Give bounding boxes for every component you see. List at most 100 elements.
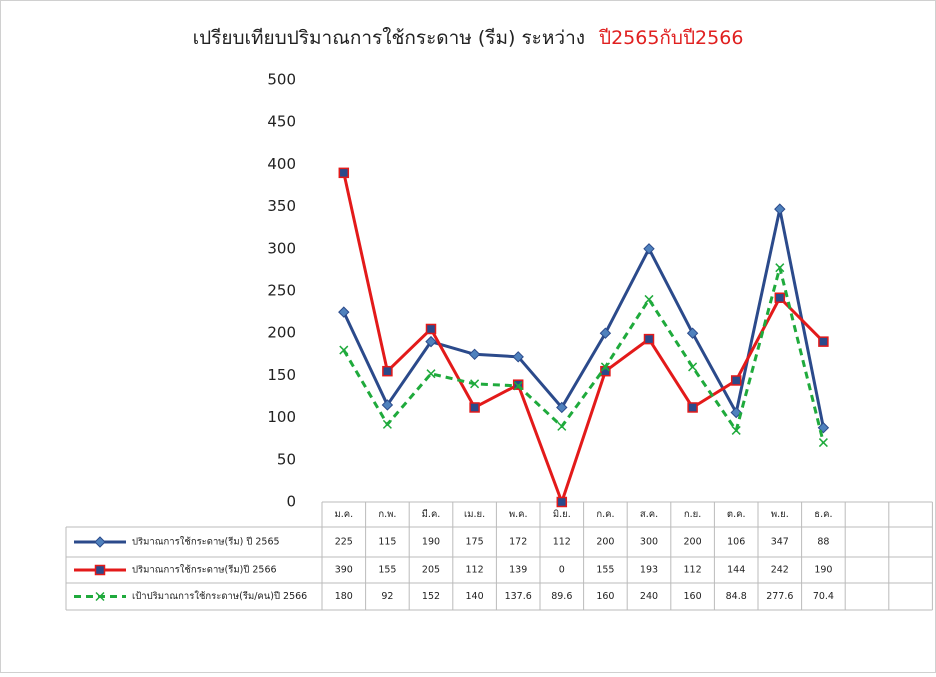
y-tick-label: 500 [267, 71, 296, 89]
point-marker [556, 496, 568, 508]
y-tick-label: 250 [267, 282, 296, 300]
legend-marker [94, 536, 106, 548]
table-value: 190 [814, 565, 832, 576]
point-marker [775, 263, 785, 273]
point-marker [469, 402, 480, 413]
table-value: 139 [509, 565, 527, 576]
table-value: 84.8 [726, 591, 747, 602]
point-marker [470, 379, 480, 389]
y-tick-label: 150 [267, 366, 296, 384]
table-value: 152 [422, 591, 440, 602]
legend-label: เป้าปริมาณการใช้กระดาษ(รีม/คน)ปี 2566 [132, 590, 307, 602]
point-marker [774, 292, 786, 304]
x-tick-label: ก.ย. [684, 509, 701, 520]
point-marker [687, 402, 698, 413]
y-tick-label: 50 [277, 450, 296, 468]
table-value: 155 [378, 565, 396, 576]
table-value: 225 [335, 537, 353, 548]
point-marker [686, 327, 699, 339]
table-value: 172 [509, 537, 527, 548]
x-tick-label: ก.พ. [378, 509, 396, 520]
table-value: 160 [684, 591, 702, 602]
table-value: 70.4 [813, 591, 834, 602]
point-marker [730, 375, 742, 386]
series-line [342, 207, 825, 429]
table-value: 190 [422, 537, 440, 548]
table-value: 160 [596, 591, 614, 602]
table-value: 89.6 [551, 591, 572, 602]
table-value: 144 [727, 565, 745, 576]
point-marker [468, 348, 481, 361]
table-value: 205 [422, 565, 440, 576]
table-value: 106 [727, 537, 745, 548]
table-value: 92 [381, 591, 393, 602]
point-marker [425, 323, 437, 335]
y-tick-label: 400 [267, 155, 296, 173]
x-tick-label: ส.ค. [640, 509, 658, 520]
table-value: 390 [335, 565, 353, 576]
series-line [342, 266, 825, 443]
title-main: เปรียบเทียบปริมาณการใช้กระดาษ (รีม) ระหว… [193, 27, 585, 49]
table-value: 112 [466, 565, 484, 576]
x-tick-label: ม.ค. [334, 509, 353, 520]
point-marker [644, 294, 654, 304]
table-value: 175 [466, 537, 484, 548]
point-marker [600, 362, 610, 372]
x-tick-label: มี.ค. [422, 508, 441, 520]
point-marker [556, 401, 568, 414]
point-marker [381, 399, 394, 411]
point-marker [818, 336, 829, 347]
point-marker [512, 351, 524, 363]
chart-title: เปรียบเทียบปริมาณการใช้กระดาษ (รีม) ระหว… [193, 27, 744, 49]
point-marker [731, 425, 741, 435]
table-value: 242 [771, 565, 789, 576]
table-value: 115 [378, 537, 396, 548]
table-value: 0 [559, 565, 565, 576]
legend-marker [95, 591, 105, 602]
table-value: 137.6 [505, 591, 532, 602]
series-line [342, 172, 825, 504]
point-marker [425, 335, 437, 348]
point-marker [643, 243, 655, 255]
x-tick-label: ธ.ค. [814, 509, 832, 520]
table-value: 200 [684, 537, 702, 548]
point-marker [688, 362, 698, 372]
table-value: 347 [771, 537, 789, 548]
table-value: 240 [640, 591, 658, 602]
point-marker [339, 345, 349, 355]
legend-label: ปริมาณการใช้กระดาษ(รีม) ปี 2565 [132, 536, 280, 548]
table-value: 200 [596, 537, 614, 548]
y-tick-label: 450 [267, 113, 296, 131]
x-tick-label: พ.ย. [771, 509, 789, 520]
point-marker [382, 419, 392, 429]
point-marker [818, 438, 828, 448]
y-tick-label: 200 [267, 324, 296, 342]
point-marker [599, 327, 612, 339]
point-marker [774, 203, 786, 215]
point-marker [557, 421, 567, 431]
y-tick-label: 100 [267, 408, 296, 426]
y-tick-label: 300 [267, 239, 296, 257]
table-value: 300 [640, 537, 658, 548]
x-tick-label: เม.ย. [464, 509, 485, 520]
x-tick-label: มิ.ย. [553, 509, 571, 520]
y-tick-label: 0 [286, 493, 296, 511]
point-marker [338, 167, 350, 179]
table-value: 155 [596, 565, 614, 576]
title-highlight: ปี2565กับปี2566 [598, 27, 743, 49]
legend-label: ปริมาณการใช้กระดาษ(รีม)ปี 2566 [132, 564, 277, 576]
y-tick-label: 350 [267, 197, 296, 215]
legend-marker [94, 564, 106, 576]
x-tick-label: ต.ค. [727, 509, 746, 520]
x-tick-label: พ.ค. [509, 509, 528, 520]
table-value: 140 [466, 591, 484, 602]
point-marker [426, 369, 436, 379]
point-marker [338, 306, 350, 318]
table-value: 180 [335, 591, 353, 602]
table-value: 112 [684, 565, 702, 576]
x-tick-label: ก.ค. [596, 509, 614, 520]
point-marker [513, 381, 523, 391]
table-value: 277.6 [766, 591, 793, 602]
